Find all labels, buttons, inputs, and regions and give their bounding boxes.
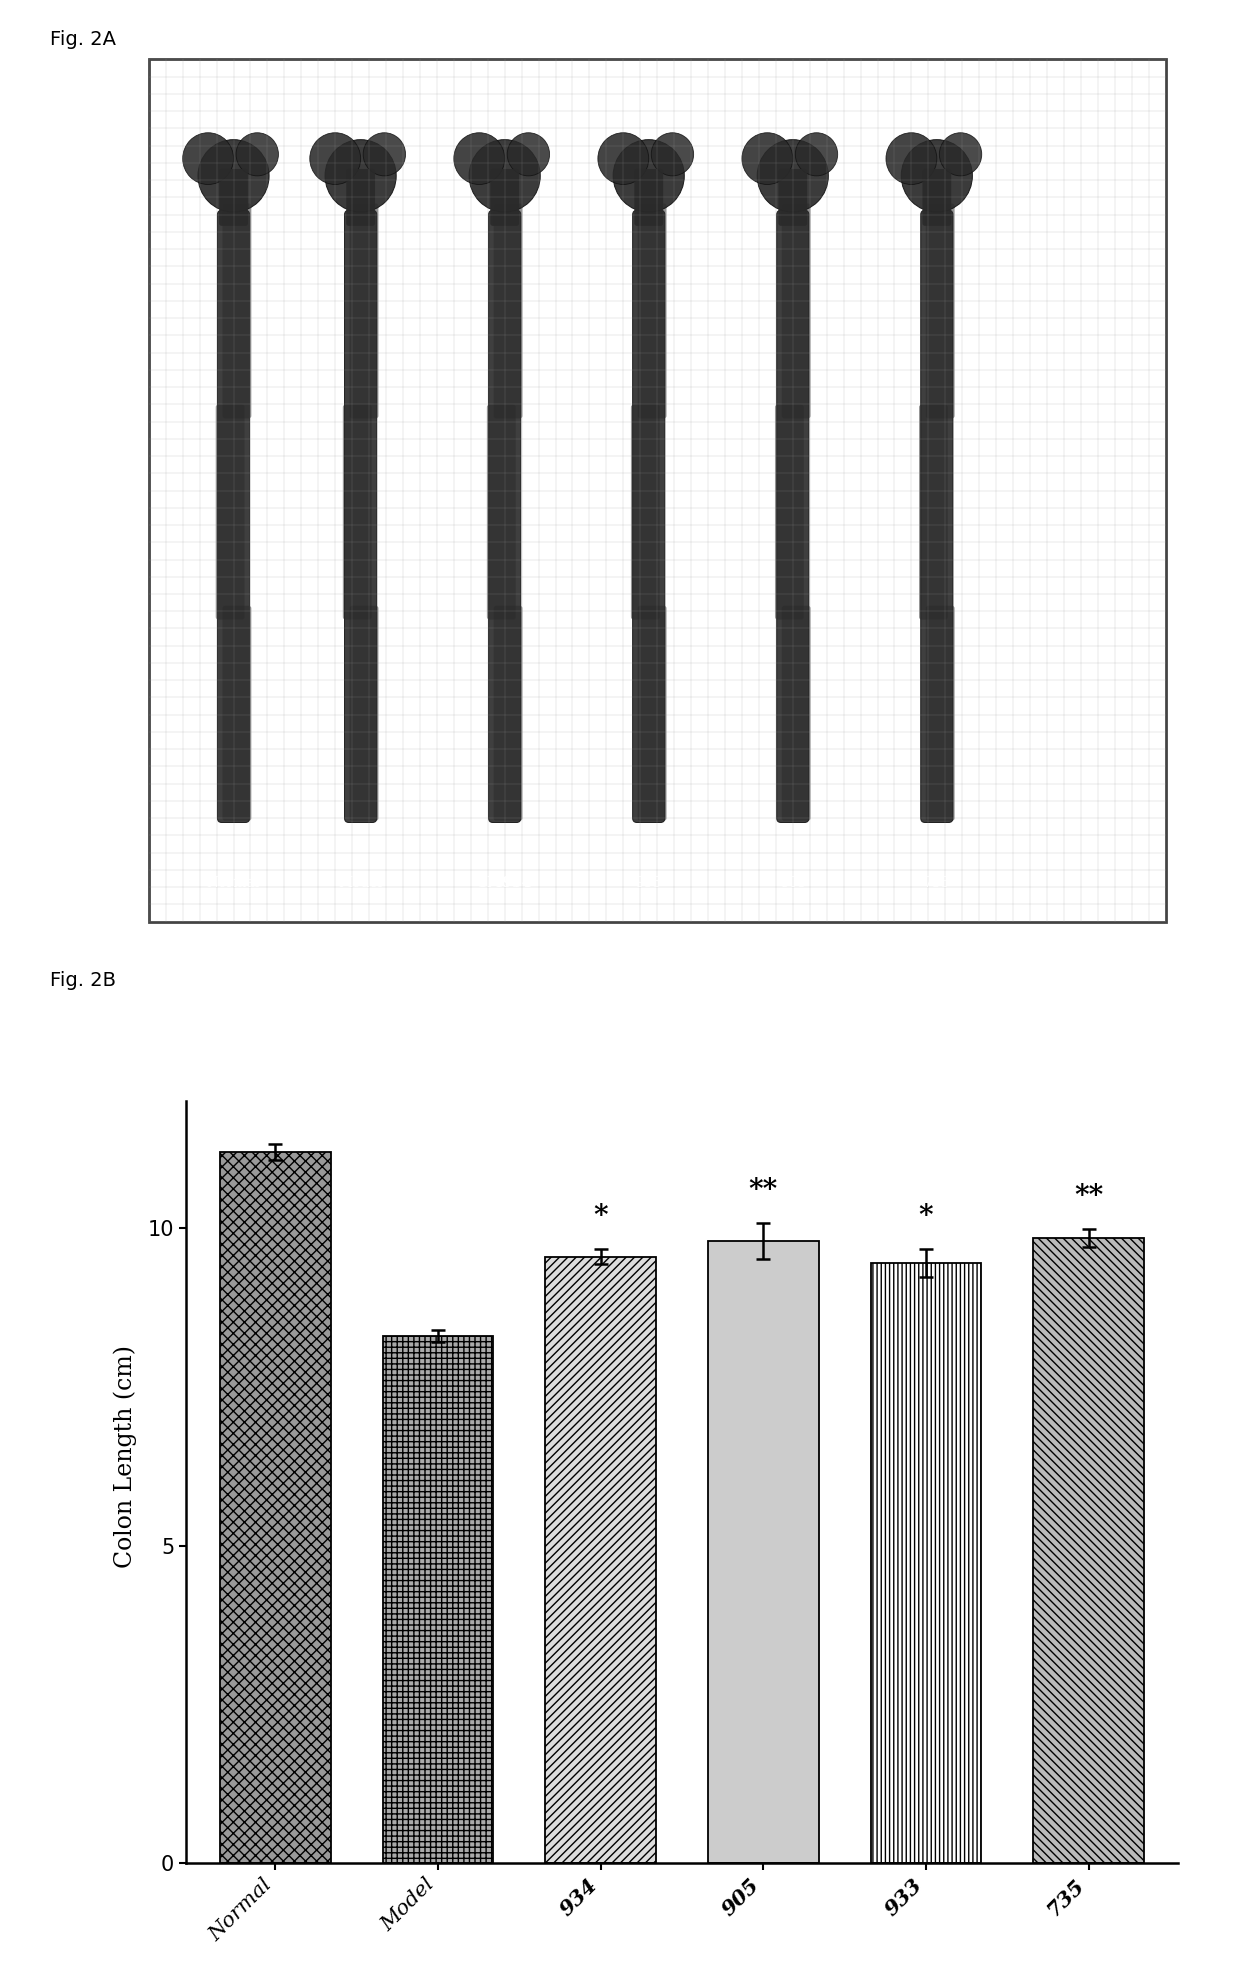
Circle shape bbox=[795, 133, 838, 176]
Circle shape bbox=[507, 133, 549, 176]
FancyBboxPatch shape bbox=[222, 606, 252, 821]
FancyBboxPatch shape bbox=[921, 210, 952, 823]
Circle shape bbox=[236, 133, 279, 176]
Circle shape bbox=[651, 133, 693, 176]
Text: Fig. 2B: Fig. 2B bbox=[50, 971, 115, 991]
Bar bbox=[1033, 1237, 1143, 1863]
Bar bbox=[383, 1336, 494, 1863]
Bar bbox=[149, 59, 1166, 922]
Circle shape bbox=[454, 133, 505, 184]
Text: 905: 905 bbox=[780, 876, 806, 890]
Circle shape bbox=[901, 139, 972, 212]
Circle shape bbox=[182, 133, 233, 184]
Text: **: ** bbox=[1074, 1183, 1104, 1209]
FancyBboxPatch shape bbox=[781, 204, 811, 418]
FancyBboxPatch shape bbox=[350, 204, 378, 418]
FancyBboxPatch shape bbox=[776, 210, 808, 823]
Circle shape bbox=[363, 133, 405, 176]
FancyBboxPatch shape bbox=[490, 168, 520, 226]
Circle shape bbox=[758, 139, 828, 212]
FancyBboxPatch shape bbox=[342, 404, 372, 620]
FancyBboxPatch shape bbox=[487, 404, 516, 620]
FancyBboxPatch shape bbox=[345, 210, 377, 823]
FancyBboxPatch shape bbox=[217, 210, 249, 823]
Text: 735: 735 bbox=[924, 876, 950, 890]
Text: Normal: Normal bbox=[207, 876, 260, 890]
FancyBboxPatch shape bbox=[216, 404, 244, 620]
FancyBboxPatch shape bbox=[781, 606, 811, 821]
FancyBboxPatch shape bbox=[632, 210, 665, 823]
FancyBboxPatch shape bbox=[494, 606, 522, 821]
Bar bbox=[546, 1257, 656, 1863]
Circle shape bbox=[310, 133, 361, 184]
FancyBboxPatch shape bbox=[635, 168, 663, 226]
FancyBboxPatch shape bbox=[489, 210, 521, 823]
Text: *: * bbox=[919, 1203, 934, 1231]
Circle shape bbox=[598, 133, 649, 184]
Text: SM934: SM934 bbox=[477, 876, 532, 890]
Circle shape bbox=[742, 133, 792, 184]
Bar bbox=[870, 1263, 981, 1863]
Bar bbox=[221, 1152, 331, 1863]
FancyBboxPatch shape bbox=[637, 204, 667, 418]
FancyBboxPatch shape bbox=[631, 404, 660, 620]
Text: Fig. 2A: Fig. 2A bbox=[50, 30, 115, 50]
Circle shape bbox=[325, 139, 397, 212]
FancyBboxPatch shape bbox=[222, 204, 252, 418]
Text: Model: Model bbox=[339, 876, 383, 890]
FancyBboxPatch shape bbox=[775, 404, 804, 620]
FancyBboxPatch shape bbox=[350, 606, 378, 821]
Circle shape bbox=[469, 139, 541, 212]
FancyBboxPatch shape bbox=[219, 168, 248, 226]
Circle shape bbox=[198, 139, 269, 212]
FancyBboxPatch shape bbox=[919, 404, 947, 620]
FancyBboxPatch shape bbox=[779, 168, 807, 226]
FancyBboxPatch shape bbox=[637, 606, 667, 821]
Circle shape bbox=[613, 139, 684, 212]
Text: 933: 933 bbox=[636, 876, 662, 890]
FancyBboxPatch shape bbox=[923, 168, 951, 226]
Circle shape bbox=[885, 133, 936, 184]
FancyBboxPatch shape bbox=[926, 606, 955, 821]
Text: *: * bbox=[594, 1203, 608, 1231]
Bar bbox=[708, 1241, 818, 1863]
FancyBboxPatch shape bbox=[346, 168, 374, 226]
Text: **: ** bbox=[749, 1177, 777, 1205]
FancyBboxPatch shape bbox=[926, 204, 955, 418]
Y-axis label: Colon Length (cm): Colon Length (cm) bbox=[113, 1346, 136, 1568]
FancyBboxPatch shape bbox=[494, 204, 522, 418]
Circle shape bbox=[940, 133, 982, 176]
